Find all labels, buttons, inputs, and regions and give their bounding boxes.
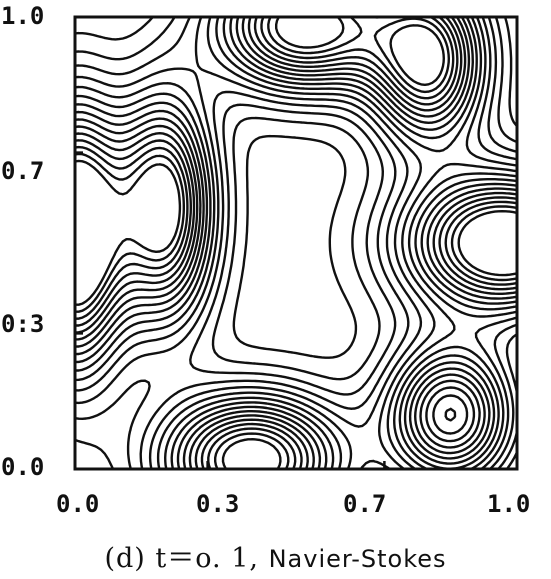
contour-level-line [73, 15, 519, 471]
contour-level-line [73, 15, 519, 471]
contour-level-line [73, 15, 519, 471]
x-tick-label: 0.0 [56, 490, 100, 518]
contour-level-line [73, 15, 519, 471]
contour-level-line [73, 15, 519, 471]
contour-level-line [73, 15, 519, 471]
x-tick-label: 1.0 [487, 490, 531, 518]
axis-ticks [73, 15, 519, 471]
caption-prefix: (d) t＝o. 1, [104, 543, 259, 574]
contour-level-line [73, 15, 519, 471]
caption-subject: Navier-Stokes [268, 545, 447, 573]
contour-level-line [73, 15, 519, 471]
contour-level-line [73, 15, 519, 471]
contour-level-line [73, 15, 519, 471]
contour-level-line [73, 15, 519, 471]
y-tick-label: 0:3 [1, 310, 45, 338]
x-tick-label: 0.3 [196, 490, 240, 518]
contour-level-line [232, 134, 358, 359]
y-tick-label: 0.7 [1, 157, 45, 185]
y-tick-label: 0.0 [1, 453, 45, 481]
contour-level-line [73, 15, 519, 471]
contour-level-line [73, 15, 519, 471]
y-tick-label: 1.0 [1, 2, 45, 30]
contour-lines [73, 15, 519, 471]
x-tick-label: 0.7 [343, 490, 387, 518]
contour-level-line [73, 15, 519, 471]
contour-level-line [73, 15, 519, 471]
figure-caption: (d) t＝o. 1, Navier-Stokes [0, 536, 551, 575]
plot-frame [73, 15, 519, 471]
